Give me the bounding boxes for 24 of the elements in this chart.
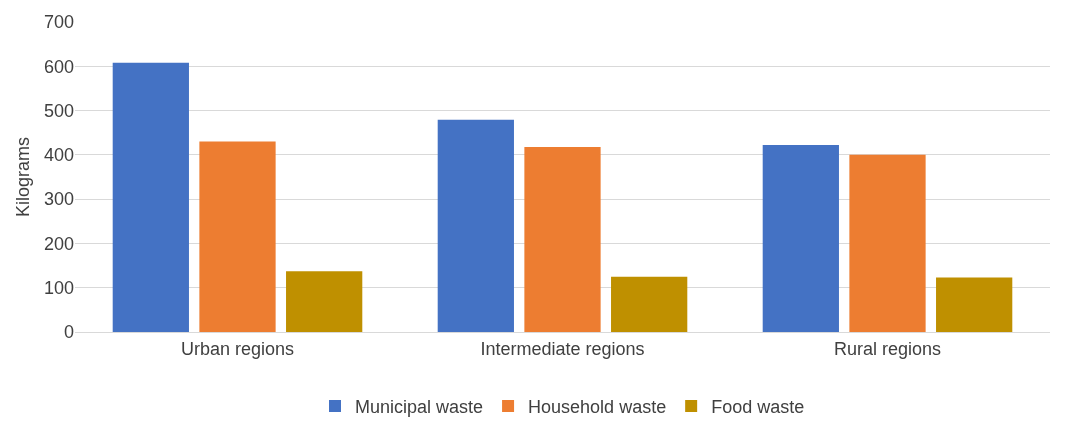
- bar: [524, 146, 601, 332]
- bar: [936, 277, 1013, 332]
- x-tick-label: Intermediate regions: [480, 338, 645, 359]
- x-tick-label: Rural regions: [833, 338, 942, 359]
- y-tick-label: 600: [43, 56, 74, 77]
- legend-label: Household waste: [528, 397, 667, 418]
- bar: [849, 154, 926, 332]
- bar: [762, 145, 839, 332]
- bar: [112, 62, 189, 332]
- legend-label: Food waste: [711, 397, 805, 418]
- bar: [199, 141, 276, 332]
- y-tick-label: 700: [43, 12, 74, 33]
- y-tick-label: 400: [43, 145, 74, 166]
- y-tick-label: 200: [43, 233, 74, 254]
- y-tick-label: 0: [63, 322, 74, 343]
- legend-label: Municipal waste: [355, 397, 484, 418]
- bar: [437, 119, 514, 332]
- x-tick-label: Urban regions: [180, 338, 295, 359]
- y-tick-label: 100: [43, 278, 74, 299]
- y-axis-title: Kilograms: [13, 136, 33, 218]
- bar: [611, 276, 688, 332]
- y-tick-label: 500: [43, 100, 74, 121]
- bar: [286, 271, 363, 332]
- y-tick-label: 300: [43, 189, 74, 210]
